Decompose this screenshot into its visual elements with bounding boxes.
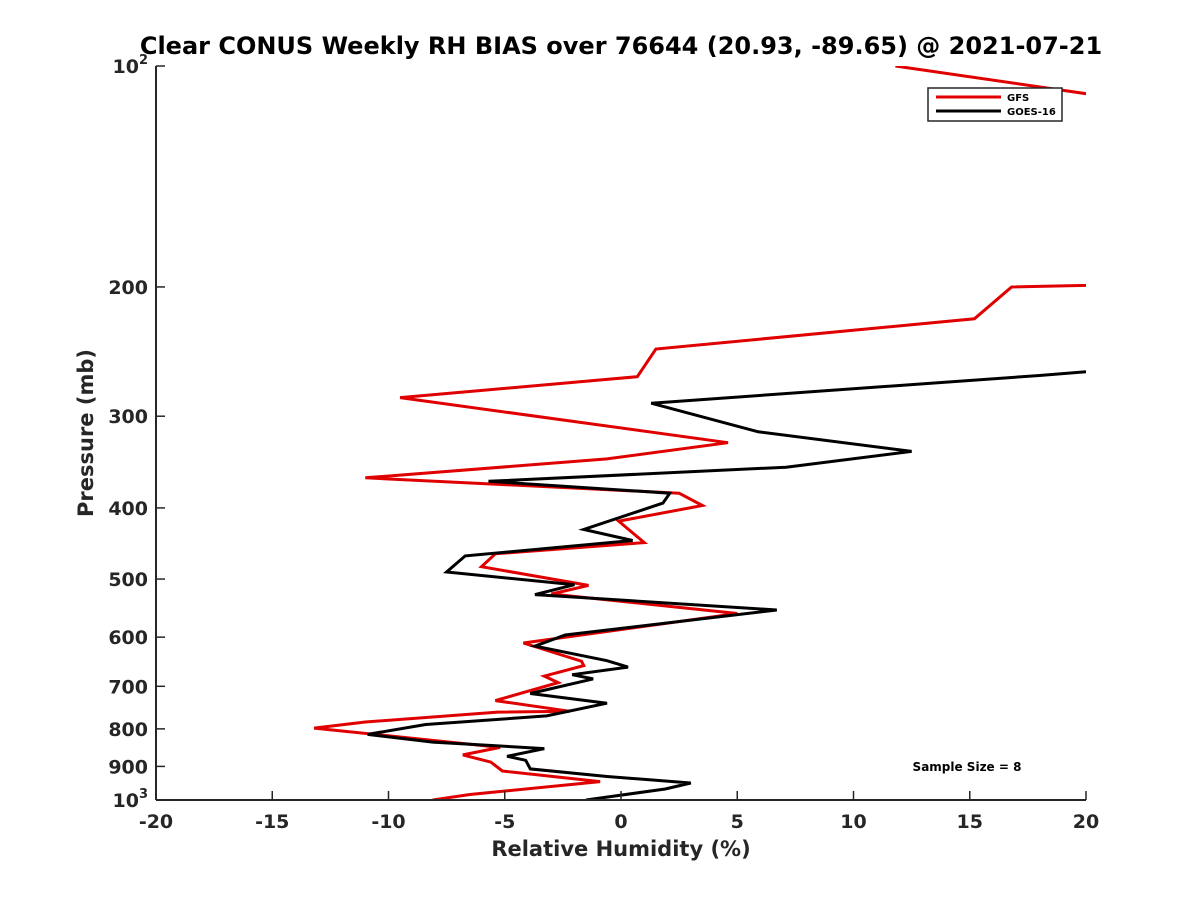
y-axis-ticks: 102 200 300 400 500 600 700 800 900 103 [108, 53, 165, 812]
x-tick-label: 10 [840, 811, 866, 833]
x-tick-label: -20 [139, 811, 173, 833]
chart-title: Clear CONUS Weekly RH BIAS over 76644 (2… [140, 32, 1102, 60]
series-line-goes16 [367, 370, 1086, 800]
y-tick-label: 500 [108, 569, 148, 591]
y-tick-label: 200 [108, 277, 148, 299]
y-axis-label: Pressure (mb) [74, 349, 98, 517]
x-tick-label: 0 [614, 811, 627, 833]
sample-size-annotation: Sample Size = 8 [913, 760, 1022, 774]
series-layer [313, 66, 1086, 800]
y-tick-label: 400 [108, 498, 148, 520]
x-tick-label: -10 [371, 811, 405, 833]
x-axis-ticks: -20 -15 -10 -5 0 5 10 15 20 [139, 791, 1099, 833]
y-tick-label: 102 [113, 53, 149, 78]
y-tick-label: 700 [108, 676, 148, 698]
legend-label-gfs: GFS [1007, 93, 1029, 104]
x-tick-label: -15 [255, 811, 289, 833]
x-tick-label: 5 [731, 811, 744, 833]
x-tick-label: 20 [1073, 811, 1099, 833]
legend-label-goes16: GOES-16 [1007, 107, 1056, 118]
y-tick-label: 600 [108, 627, 148, 649]
legend-box [927, 87, 1063, 122]
y-tick-label: 103 [113, 787, 149, 812]
y-tick-label: 800 [108, 719, 148, 741]
y-tick-label: 300 [108, 406, 148, 428]
y-tick-label: 900 [108, 756, 148, 778]
x-tick-label: -5 [494, 811, 515, 833]
x-tick-label: 15 [957, 811, 983, 833]
x-axis-label: Relative Humidity (%) [491, 837, 750, 861]
legend: GFS GOES-16 [927, 87, 1063, 122]
axes-layer [155, 66, 1086, 801]
